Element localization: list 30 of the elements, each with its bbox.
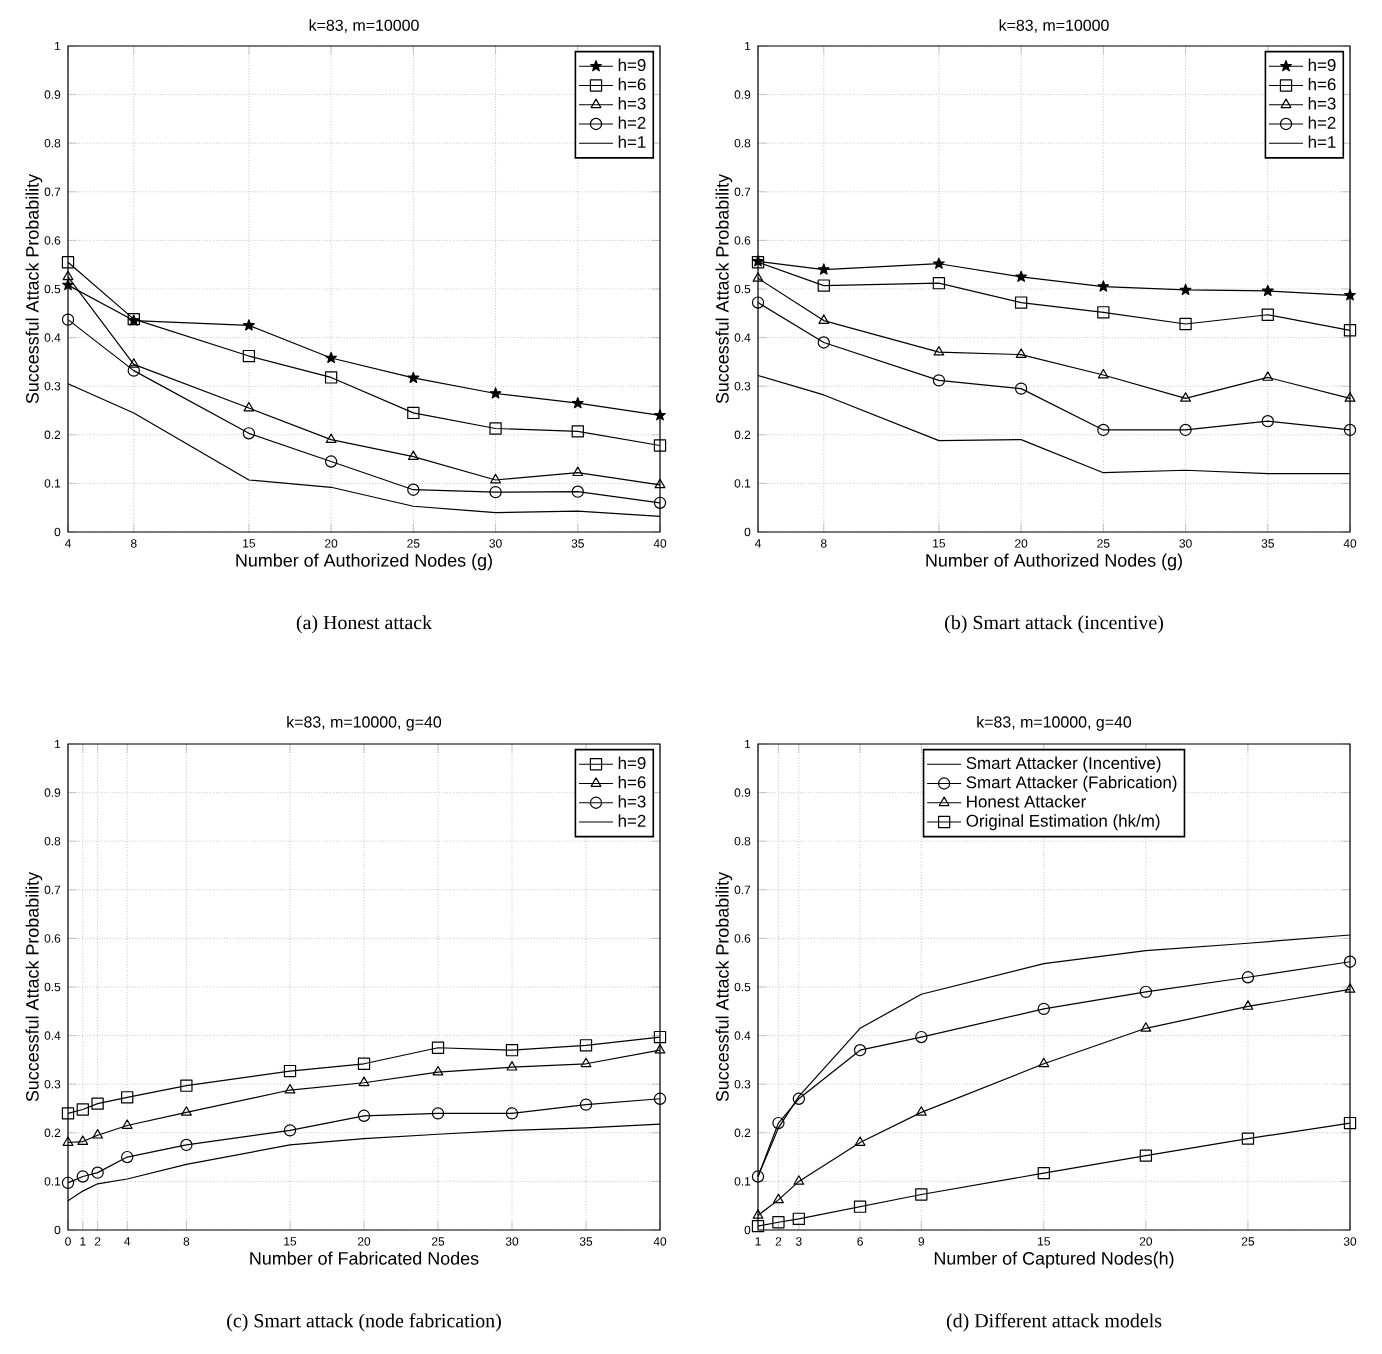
legend-label: h=9 — [618, 756, 646, 770]
legend-label: Honest Attacker — [967, 795, 1086, 808]
legend-label: h=9 — [618, 58, 646, 72]
legend-label: h=1 — [618, 135, 646, 148]
legend-label: h=2 — [618, 814, 646, 827]
legend-label: h=1 — [1308, 135, 1336, 148]
legend-label: h=3 — [618, 97, 646, 110]
legend-label: h=6 — [1308, 77, 1336, 91]
y-axis-title: Successful Attack Probability — [25, 871, 43, 1102]
text: (b) Smart attack (incentive) — [945, 615, 1163, 634]
x-axis-title: Number of Authorized Nodes (g) — [926, 553, 1182, 571]
text: (a) Honest attack — [296, 615, 433, 634]
legend-label: h=3 — [618, 795, 646, 808]
legend-label: h=6 — [618, 77, 646, 91]
legend-label: h=2 — [618, 116, 646, 129]
legend-label: h=3 — [1308, 97, 1336, 110]
x-axis-title: Number of Fabricated Nodes — [250, 1251, 479, 1265]
legend-label: Smart Attacker (Fabrication) — [966, 775, 1177, 792]
legend-label: h=9 — [1308, 58, 1336, 72]
legend-label: Smart Attacker (Incentive) — [966, 756, 1161, 773]
y-axis-title: Successful Attack Probability — [25, 173, 43, 404]
x-axis-title: Number of Authorized Nodes (g) — [236, 553, 492, 571]
y-axis-title: Successful Attack Probability — [715, 871, 733, 1102]
legend-label: Original Estimation (hk/m) — [966, 814, 1160, 831]
x-axis-title: Number of Captured Nodes(h) — [934, 1251, 1174, 1269]
legend-label: h=6 — [618, 775, 646, 789]
text: (c) Smart attack (node fabrication) — [227, 1313, 501, 1332]
legend-label: h=2 — [1308, 116, 1336, 129]
y-axis-title: Successful Attack Probability — [715, 173, 733, 404]
text: (d) Different attack models — [946, 1313, 1162, 1332]
